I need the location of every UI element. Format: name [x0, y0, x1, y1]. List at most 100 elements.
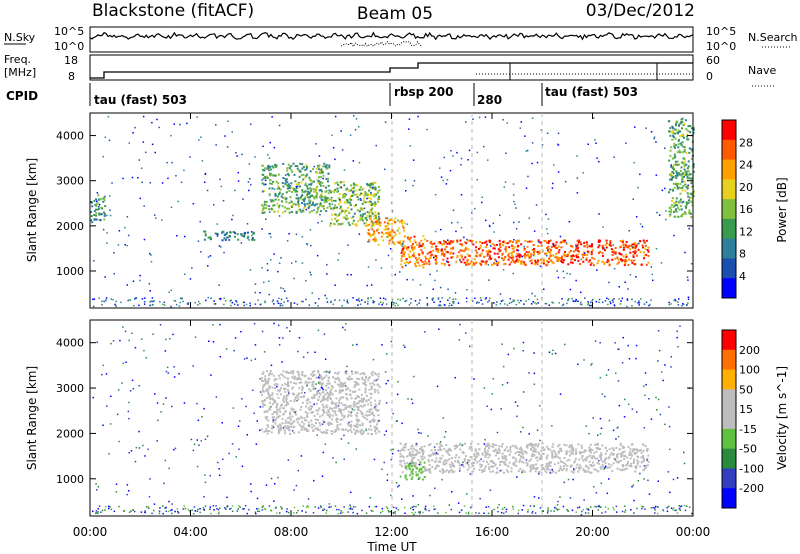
power-cell — [103, 199, 106, 202]
power-cell — [104, 205, 107, 207]
velocity-cell — [478, 468, 481, 471]
power-cell — [628, 230, 630, 232]
power-cell — [687, 201, 690, 204]
velocity-cell — [470, 442, 473, 445]
power-cell — [530, 303, 533, 305]
power-cell — [689, 212, 692, 215]
power-cell — [689, 192, 692, 195]
velocity-cell — [310, 373, 313, 376]
power-cell — [367, 266, 370, 268]
velocity-cell — [279, 389, 281, 392]
velocity-cell — [324, 358, 327, 360]
velocity-cell — [596, 442, 599, 445]
power-cell — [542, 262, 545, 265]
power-cell — [545, 241, 548, 244]
power-cell — [677, 187, 680, 190]
velocity-cell — [511, 456, 514, 459]
velocity-cell — [516, 447, 519, 450]
velocity-cell — [604, 511, 607, 513]
velocity-cell — [568, 446, 571, 449]
velocity-cell — [597, 448, 600, 451]
velocity-cell — [610, 452, 613, 455]
power-cell — [316, 179, 319, 182]
power-cell — [613, 298, 615, 300]
power-cell — [277, 302, 280, 304]
power-cell — [342, 195, 345, 197]
velocity-cell — [458, 456, 461, 459]
power-cell — [189, 156, 191, 158]
velocity-cell — [639, 472, 641, 475]
power-cell — [669, 213, 672, 216]
velocity-cell — [285, 397, 288, 400]
power-cell — [525, 187, 528, 189]
velocity-cell — [174, 447, 177, 450]
velocity-cell — [318, 422, 321, 425]
velocity-cell — [523, 450, 526, 453]
power-cell — [618, 298, 620, 300]
power-cell — [196, 116, 198, 118]
power-cell — [265, 204, 268, 207]
velocity-cell — [165, 370, 168, 373]
power-cell — [237, 171, 239, 174]
power-cell — [505, 152, 507, 154]
velocity-cell — [369, 497, 372, 499]
power-cell — [580, 291, 582, 294]
power-cell — [333, 204, 336, 207]
velocity-cell — [434, 487, 436, 489]
power-ytick-label: 2000 — [56, 220, 84, 233]
velocity-cell — [302, 505, 304, 507]
power-cell — [587, 143, 589, 145]
power-cell — [438, 304, 440, 307]
velocity-cell — [561, 461, 563, 463]
power-cell — [359, 197, 362, 200]
power-cell — [532, 250, 535, 253]
velocity-cell — [578, 458, 581, 461]
velocity-cell — [335, 397, 338, 400]
velocity-cell — [573, 460, 576, 463]
power-cell — [325, 199, 327, 202]
velocity-cell — [667, 471, 670, 473]
power-cell — [254, 291, 257, 294]
power-cell — [523, 262, 526, 265]
velocity-cell — [494, 464, 497, 467]
power-cell — [284, 174, 287, 176]
power-cell — [673, 142, 676, 145]
power-cell — [317, 176, 320, 179]
velocity-cell — [664, 423, 666, 426]
power-cell — [413, 239, 416, 242]
velocity-cell — [519, 448, 522, 451]
velocity-cell — [265, 410, 268, 413]
power-cell — [686, 175, 689, 178]
power-cell — [385, 232, 388, 234]
power-cell — [672, 182, 675, 185]
velocity-cell — [580, 456, 583, 459]
velocity-cell — [259, 406, 262, 408]
velocity-cell — [617, 426, 619, 429]
velocity-cell — [301, 371, 304, 373]
velocity-cell — [156, 440, 158, 442]
velocity-cell — [560, 449, 563, 452]
power-colorbar-swatch — [722, 278, 736, 299]
power-cell — [356, 184, 359, 187]
velocity-cell — [615, 459, 618, 462]
velocity-cell — [339, 418, 342, 421]
power-cell — [435, 249, 438, 252]
velocity-cell — [586, 466, 589, 469]
velocity-cell — [349, 377, 352, 380]
power-cell — [321, 182, 324, 185]
power-cell — [507, 254, 510, 257]
velocity-cell — [492, 378, 494, 380]
velocity-cell — [307, 429, 310, 432]
power-cell — [261, 204, 263, 207]
velocity-cell — [455, 454, 458, 457]
power-cell — [463, 249, 466, 252]
power-cell — [318, 170, 321, 173]
power-cell — [673, 153, 676, 156]
velocity-cell — [277, 429, 280, 432]
power-cell — [309, 196, 311, 199]
power-cell — [105, 299, 107, 301]
power-cell — [421, 263, 424, 266]
power-cell — [421, 261, 424, 263]
power-cell — [368, 223, 371, 226]
power-cell — [645, 263, 648, 266]
